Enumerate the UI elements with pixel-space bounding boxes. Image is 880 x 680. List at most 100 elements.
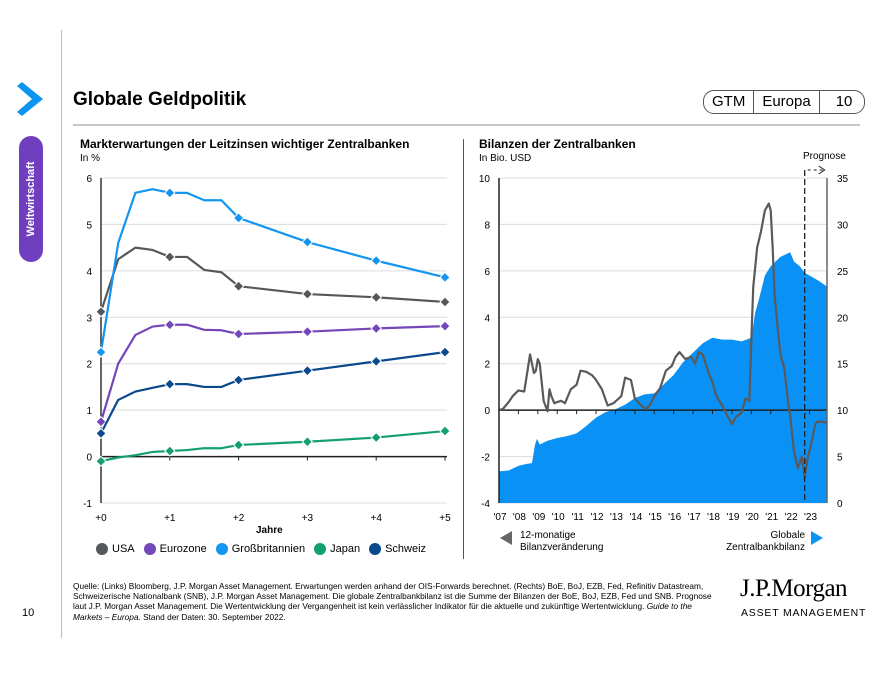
left-chart-legend: USA Eurozone Großbritannien Japan Schwei… <box>96 543 426 555</box>
data-point-eurozone <box>95 416 107 428</box>
x-tick-label: +0 <box>95 513 107 524</box>
y-tick-label: 1 <box>86 406 92 417</box>
data-point-schweiz <box>439 346 451 358</box>
x-tick-label: '16 <box>668 512 681 523</box>
left-axis-note-line1: 12-monatige <box>520 530 576 541</box>
data-point-eurozone <box>164 319 176 331</box>
sidebar-divider <box>61 30 62 638</box>
y-tick-label: 4 <box>86 267 92 278</box>
x-tick-label: '19 <box>726 512 739 523</box>
footer-source: Quelle: (Links) Bloomberg, J.P. Morgan A… <box>73 581 723 622</box>
x-tick-label: '23 <box>804 512 817 523</box>
page-number: 10 <box>22 607 35 619</box>
left-xaxis-label: Jahre <box>256 525 283 536</box>
data-point-eurozone <box>370 322 382 335</box>
badge-gtm: GTM <box>704 91 755 113</box>
data-point-usa <box>164 251 176 263</box>
y-left-tick-label: -4 <box>481 499 490 510</box>
chevron-right-icon[interactable] <box>17 82 45 116</box>
y-tick-label: 5 <box>86 220 92 231</box>
legend-item-uk: Großbritannien <box>215 543 306 555</box>
legend-dot-uk <box>215 543 228 555</box>
x-tick-label: '15 <box>649 512 662 523</box>
legend-label: Großbritannien <box>231 543 306 555</box>
x-tick-label: '10 <box>552 512 565 523</box>
legend-label: Schweiz <box>385 543 427 555</box>
data-point-usa <box>232 280 245 292</box>
right-chart-title: Bilanzen der Zentralbanken <box>479 137 636 151</box>
change-line <box>498 202 828 479</box>
left-arrow-icon <box>500 531 512 545</box>
series-line-usa <box>99 246 446 313</box>
x-tick-label: '09 <box>532 512 545 523</box>
page-title: Globale Geldpolitik <box>73 89 247 110</box>
x-tick-label: +2 <box>233 513 245 524</box>
footer-italic: Guide to the Markets – Europa <box>73 601 692 622</box>
data-point-großbritannien <box>95 346 107 358</box>
y-left-tick-label: -2 <box>481 453 490 464</box>
footer-text: Quelle: (Links) Bloomberg, J.P. Morgan A… <box>73 581 712 612</box>
badge-region: Europa <box>754 91 820 113</box>
x-tick-label: '13 <box>610 512 623 523</box>
data-point-eurozone <box>439 320 451 332</box>
data-point-schweiz <box>164 378 176 390</box>
left-chart-title: Markterwartungen der Leitzinsen wichtige… <box>80 137 410 151</box>
data-point-großbritannien <box>232 212 245 224</box>
y-tick-label: 2 <box>86 360 92 371</box>
forecast-label: Prognose <box>803 151 846 162</box>
data-point-usa <box>95 306 107 318</box>
x-tick-label: '20 <box>746 512 759 523</box>
y-right-tick-label: 10 <box>837 406 849 417</box>
data-point-japan <box>370 431 382 444</box>
x-tick-label: '12 <box>591 512 604 523</box>
y-right-tick-label: 15 <box>837 360 849 371</box>
series-line-schweiz <box>100 351 446 434</box>
x-tick-label: '14 <box>629 512 642 523</box>
right-axis-note-line2: Zentralbankbilanz <box>726 542 805 553</box>
footer-text-end: . Stand der Daten: 30. September 2022. <box>138 611 286 622</box>
section-tab-label: Weltwirtschaft <box>25 161 37 237</box>
data-point-großbritannien <box>439 271 451 284</box>
y-left-tick-label: 6 <box>484 267 490 278</box>
x-tick-label: +3 <box>302 513 314 524</box>
y-tick-label: 6 <box>86 174 92 185</box>
legend-dot-japan <box>314 543 327 555</box>
y-left-tick-label: 4 <box>484 313 490 324</box>
data-point-großbritannien <box>370 254 382 267</box>
x-tick-label: '18 <box>707 512 720 523</box>
y-tick-label: -1 <box>83 499 92 510</box>
series-line-großbritannien <box>99 188 446 353</box>
series-line-eurozone <box>99 323 446 423</box>
left-axis-note-line2: Bilanzveränderung <box>520 542 604 553</box>
footer-spacer <box>61 570 62 638</box>
right-arrow-icon <box>811 531 823 545</box>
legend-label: USA <box>112 543 135 555</box>
right-axis-note-line1: Globale <box>770 530 805 541</box>
y-left-tick-label: 8 <box>484 220 490 231</box>
data-point-japan <box>164 445 176 457</box>
legend-dot-eurozone <box>143 543 156 555</box>
badge-page: 10 <box>835 93 853 110</box>
legend-item-schweiz: Schweiz <box>369 543 426 555</box>
legend-item-eurozone: Eurozone <box>143 543 207 555</box>
y-right-tick-label: 20 <box>837 313 849 324</box>
x-tick-label: '22 <box>785 512 798 523</box>
data-point-schweiz <box>232 374 245 386</box>
x-tick-label: +1 <box>164 513 176 524</box>
header-divider <box>73 124 860 126</box>
y-left-tick-label: 10 <box>479 174 491 185</box>
y-tick-label: 3 <box>86 313 92 324</box>
legend-item-japan: Japan <box>314 543 360 555</box>
legend-dot-schweiz <box>369 543 382 555</box>
legend-label: Japan <box>330 543 361 555</box>
forecast-arrow-head <box>818 165 826 175</box>
left-axis-note: 12-monatige Bilanzveränderung <box>520 530 603 554</box>
data-point-japan <box>301 436 314 448</box>
right-axis-note: Globale Zentralbankbilanz <box>713 530 805 554</box>
balance-area <box>499 252 827 503</box>
data-point-usa <box>370 291 382 304</box>
section-tab-weltwirtschaft[interactable]: Weltwirtschaft <box>19 136 43 262</box>
x-tick-label: '17 <box>688 512 701 523</box>
y-right-tick-label: 25 <box>837 267 849 278</box>
legend-dot-usa <box>96 543 108 555</box>
